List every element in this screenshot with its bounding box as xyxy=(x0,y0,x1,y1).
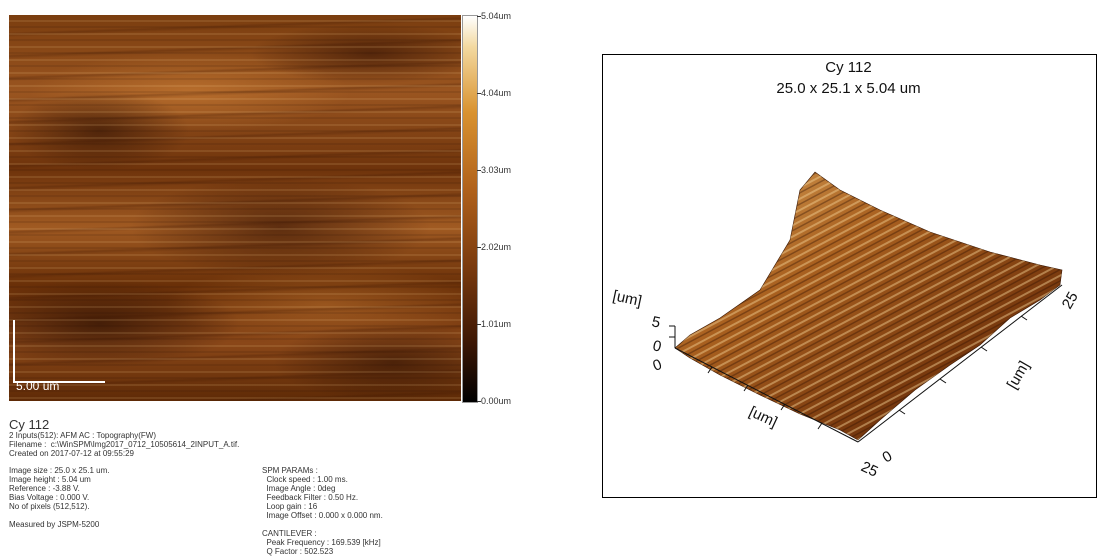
topography-image xyxy=(9,15,461,401)
y-axis-label: [um] xyxy=(1004,358,1033,392)
spm-clock-speed: Clock speed : 1.00 ms. xyxy=(262,475,348,484)
origin-right-label-0: 0 xyxy=(880,448,896,467)
3d-view-title: Cy 112 xyxy=(825,59,872,76)
colorbar-tick xyxy=(477,170,481,171)
y-tick xyxy=(939,378,947,384)
height-colorbar xyxy=(462,15,478,403)
scale-bar-label: 5.00 um xyxy=(16,379,60,393)
x-tick xyxy=(817,422,823,430)
colorbar-tick xyxy=(477,324,481,325)
z-tick-label-0: 0 xyxy=(651,337,663,355)
spm-image-angle: Image Angle : 0deg xyxy=(262,484,336,493)
cantilever-q-factor: Q Factor : 502.523 xyxy=(262,547,334,556)
3d-view-dimensions: 25.0 x 25.1 x 5.04 um xyxy=(776,80,921,97)
x-tick xyxy=(780,403,786,411)
colorbar-tick xyxy=(477,93,481,94)
y-tick xyxy=(1020,315,1028,321)
info-bias-voltage: Bias Voltage : 0.000 V. xyxy=(9,493,90,502)
colorbar-tick xyxy=(477,401,481,402)
y-tick-label-25: 25 xyxy=(1059,289,1082,312)
info-measured-by: Measured by JSPM-5200 xyxy=(9,520,100,529)
3d-axis-x xyxy=(674,347,859,443)
scale-bar-vertical xyxy=(13,320,15,382)
info-filename: Filename : c:\WinSPM\Img2017_0712_105056… xyxy=(9,440,240,449)
origin-label-0: 0 xyxy=(651,356,665,375)
x-tick xyxy=(707,366,713,374)
colorbar-tick xyxy=(477,16,481,17)
colorbar-label: 3.03um xyxy=(481,165,512,175)
colorbar-label: 4.04um xyxy=(481,88,512,98)
sample-title: Cy 112 xyxy=(9,417,50,432)
y-tick xyxy=(898,409,906,415)
x-tick-label-25: 25 xyxy=(858,458,880,480)
3d-surface-texture xyxy=(675,172,1062,440)
info-inputs: 2 Inputs(512): AFM AC : Topography(FW) xyxy=(9,431,157,440)
scale-bar-horizontal xyxy=(13,381,105,383)
spm-feedback-filter: Feedback Filter : 0.50 Hz. xyxy=(262,493,359,502)
info-created: Created on 2017-07-12 at 09:55:29 xyxy=(9,449,134,458)
y-tick xyxy=(980,346,988,352)
z-tick-label-5: 5 xyxy=(650,313,662,331)
x-tick xyxy=(743,384,749,392)
spm-image-offset: Image Offset : 0.000 x 0.000 nm. xyxy=(262,511,383,520)
info-image-size: Image size : 25.0 x 25.1 um. xyxy=(9,466,110,475)
colorbar-label-max: 5.04um xyxy=(481,11,512,21)
colorbar-label-min: 0.00um xyxy=(481,396,512,406)
info-reference: Reference : -3.88 V. xyxy=(9,484,80,493)
3d-axis-y xyxy=(857,284,1063,443)
cantilever-peak-frequency: Peak Frequency : 169.539 [kHz] xyxy=(262,538,381,547)
colorbar-tick xyxy=(477,247,481,248)
cantilever-header: CANTILEVER : xyxy=(262,529,317,538)
colorbar-label: 2.02um xyxy=(481,242,512,252)
spm-params-header: SPM PARAMs : xyxy=(262,466,318,475)
z-axis-label: [um] xyxy=(611,287,643,310)
x-axis-label: [um] xyxy=(746,403,780,431)
spm-loop-gain: Loop gain : 16 xyxy=(262,502,318,511)
info-pixels: No of pixels (512,512). xyxy=(9,502,90,511)
colorbar-label: 1.01um xyxy=(481,319,512,329)
info-image-height: Image height : 5.04 um xyxy=(9,475,91,484)
